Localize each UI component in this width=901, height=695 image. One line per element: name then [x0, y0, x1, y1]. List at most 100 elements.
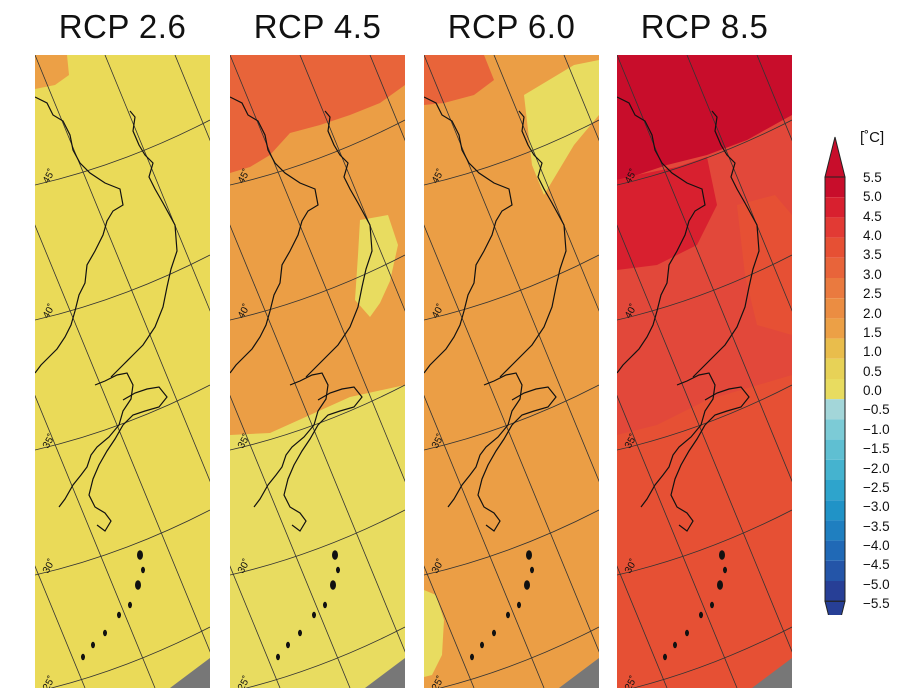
- colorbar-swatch: [825, 520, 845, 541]
- longitude-line: [230, 224, 405, 653]
- map-svg: [424, 55, 599, 688]
- coastline: [253, 372, 329, 508]
- latitude-line: [617, 509, 792, 576]
- colorbar-swatch: [825, 177, 845, 198]
- colorbar-swatch: [825, 581, 845, 602]
- coastline: [692, 110, 760, 378]
- anomaly-region: [617, 375, 792, 688]
- longitude-line: [35, 224, 210, 653]
- map-svg: [230, 55, 405, 688]
- colorbar-tick-label: −1.0: [863, 421, 890, 437]
- latitude-line: [230, 119, 405, 186]
- latitude-line: [244, 626, 405, 688]
- colorbar-tick-label: 1.0: [863, 344, 882, 360]
- island: [470, 653, 474, 661]
- longitude-line: [424, 394, 545, 688]
- colorbar-tick-label: −3.5: [863, 518, 890, 534]
- island: [517, 601, 521, 609]
- longitude-line: [686, 55, 792, 312]
- no-data-corner: [752, 658, 792, 688]
- colorbar-bottom-arrow: [824, 600, 846, 642]
- colorbar-swatch: [825, 379, 845, 400]
- latitude-line: [424, 254, 599, 321]
- island: [81, 653, 85, 661]
- island: [330, 580, 336, 590]
- island: [135, 580, 141, 590]
- colorbar-swatch: [825, 480, 845, 501]
- island: [332, 550, 338, 560]
- colorbar-tick-label: 5.5: [863, 170, 882, 185]
- island: [117, 611, 121, 619]
- coastline: [305, 110, 373, 378]
- map-background: [35, 55, 210, 688]
- island: [673, 641, 677, 649]
- colorbar-swatch: [825, 358, 845, 379]
- colorbar-tick-label: −4.5: [863, 557, 890, 573]
- longitude-line: [493, 55, 599, 312]
- coastline: [110, 110, 178, 378]
- island: [480, 641, 484, 649]
- colorbar-tick-label: 1.5: [863, 324, 882, 340]
- colorbar-swatch: [825, 298, 845, 319]
- island: [710, 601, 714, 609]
- anomaly-region: [230, 385, 405, 688]
- coastline: [640, 372, 716, 508]
- anomaly-region: [424, 590, 444, 677]
- colorbar-tick-label: 0.5: [863, 363, 882, 379]
- colorbar-swatch: [825, 419, 845, 440]
- map-panel: 45˚ 40˚ 35˚ 30˚ 25˚: [617, 55, 792, 688]
- latitude-line: [424, 384, 599, 451]
- colorbar-swatch: [825, 439, 845, 460]
- panel-title: RCP 4.5: [253, 8, 382, 45]
- colorbar: [824, 136, 846, 642]
- colorbar-tick-label: 2.5: [863, 286, 882, 302]
- anomaly-region: [737, 195, 792, 335]
- island: [128, 601, 132, 609]
- colorbar-tick-label: −2.0: [863, 460, 890, 476]
- colorbar-outline: [824, 176, 846, 602]
- no-data-corner: [559, 658, 599, 688]
- longitude-line: [424, 565, 475, 688]
- coastline: [670, 386, 750, 532]
- colorbar-swatch: [825, 197, 845, 218]
- coastline: [424, 96, 513, 374]
- colorbar-swatch: [825, 237, 845, 258]
- colorbar-tick-label: −5.5: [863, 596, 890, 612]
- colorbar-swatch: [825, 217, 845, 238]
- latitude-line: [35, 119, 210, 186]
- island: [286, 641, 290, 649]
- longitude-line: [424, 224, 599, 653]
- colorbar-tick-label: 2.0: [863, 305, 882, 321]
- no-data-corner: [170, 658, 210, 688]
- panel-title: RCP 8.5: [640, 8, 769, 45]
- colorbar-tick-label: 4.5: [863, 208, 882, 224]
- island: [526, 550, 532, 560]
- latitude-line: [631, 626, 792, 688]
- anomaly-region: [355, 215, 398, 317]
- latitude-line: [438, 626, 599, 688]
- island: [336, 566, 340, 574]
- colorbar-top-arrow: [824, 136, 846, 178]
- map-svg: [35, 55, 210, 688]
- colorbar-tick-label: 4.0: [863, 228, 882, 244]
- island: [699, 611, 703, 619]
- longitude-line: [617, 394, 738, 688]
- longitude-line: [35, 565, 86, 688]
- coastline: [283, 386, 363, 532]
- coastline: [447, 372, 523, 508]
- panel-title: RCP 6.0: [447, 8, 576, 45]
- longitude-line: [230, 565, 281, 688]
- island: [719, 550, 725, 560]
- anomaly-region: [230, 55, 405, 173]
- latitude-line: [424, 119, 599, 186]
- coastline: [499, 110, 567, 378]
- longitude-line: [230, 394, 351, 688]
- map-panel: 45˚ 40˚ 35˚ 30˚ 25˚: [230, 55, 405, 688]
- map-svg: [617, 55, 792, 688]
- colorbar-tick-label: 3.0: [863, 266, 882, 282]
- island: [276, 653, 280, 661]
- island: [91, 641, 95, 649]
- island: [103, 629, 107, 637]
- island: [137, 550, 143, 560]
- coastline: [88, 386, 168, 532]
